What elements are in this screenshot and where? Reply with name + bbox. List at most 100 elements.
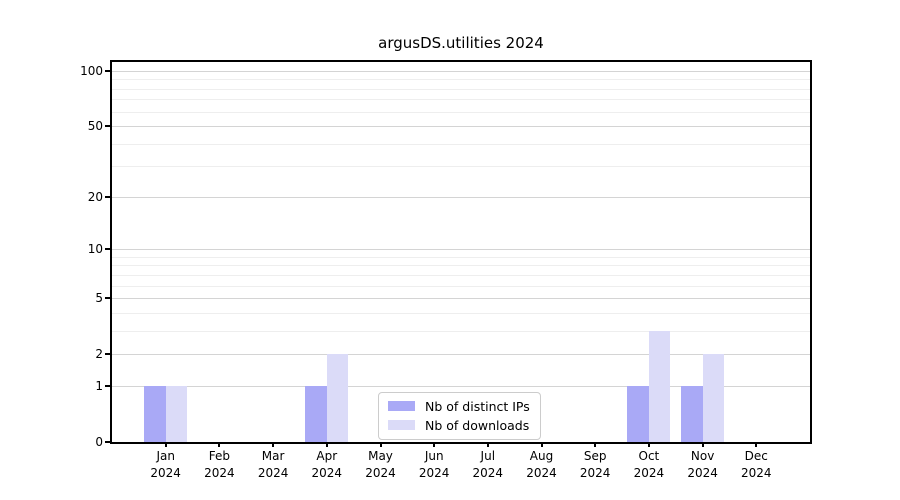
gridline-minor-80 (112, 88, 810, 90)
xtick-year-text: 2024 (311, 466, 343, 480)
ytick-mark-50 (105, 124, 110, 127)
xtick-year-text: 2024 (204, 466, 235, 480)
gridline-minor-8 (112, 265, 810, 267)
xtick-month-text: Sep (583, 449, 607, 463)
gridline-major-5 (112, 298, 810, 299)
xtick-month-text: Nov (690, 449, 715, 463)
gridline-major-50 (112, 125, 810, 127)
gridline-minor-30 (112, 166, 810, 167)
xtick-label-mar: Mar 2024 (243, 448, 303, 482)
gridline-minor-9 (112, 256, 810, 258)
xtick-month-text: Mar (261, 449, 285, 463)
xtick-label-jan: Jan 2024 (136, 448, 196, 482)
xtick-month-text: Aug (529, 449, 554, 463)
legend-swatch-downloads (388, 420, 415, 430)
xtick-month-text: Apr (316, 449, 338, 463)
xtick-month-text: Dec (744, 449, 768, 463)
gridline-minor-6 (112, 285, 810, 287)
ytick-label-20: 20 (87, 190, 103, 205)
xtick-month-text: Jul (480, 449, 496, 463)
xtick-label-sep: Sep 2024 (565, 448, 625, 482)
xtick-mark-mar (272, 442, 275, 447)
gridline-minor-3 (112, 330, 810, 332)
ytick-mark-20 (105, 196, 110, 199)
xtick-mark-jun (433, 442, 436, 447)
xtick-label-apr: Apr 2024 (297, 448, 357, 482)
plot-area (112, 62, 810, 442)
xtick-year-text: 2024 (257, 466, 289, 480)
xtick-label-feb: Feb 2024 (189, 448, 249, 482)
bar-oct-downloads (648, 330, 671, 442)
xtick-month-text: May (368, 449, 393, 463)
legend-label: Nb of distinct IPs (425, 398, 530, 414)
xtick-year-text: 2024 (526, 466, 557, 480)
bar-jan-downloads (165, 386, 188, 442)
xtick-month-text: Jun (424, 449, 444, 463)
legend-label: Nb of downloads (425, 417, 530, 433)
chart-title: argusDS.utilities 2024 (378, 34, 544, 52)
ytick-mark-5 (105, 297, 110, 299)
xtick-year-text: 2024 (150, 466, 181, 480)
bar-apr-downloads (326, 353, 349, 442)
gridline-minor-40 (112, 143, 810, 145)
xtick-mark-dec (755, 442, 758, 447)
xtick-year-text: 2024 (579, 466, 611, 480)
xtick-mark-may (379, 442, 382, 447)
gridline-major-1 (112, 386, 810, 388)
ytick-mark-2 (105, 352, 110, 355)
ytick-mark-0 (105, 441, 110, 443)
gridline-minor-90 (112, 79, 810, 81)
xtick-label-may: May 2024 (351, 448, 411, 482)
xtick-year-text: 2024 (633, 466, 665, 480)
gridline-major-20 (112, 197, 810, 199)
ytick-mark-10 (105, 248, 110, 251)
ytick-label-1: 1 (95, 379, 103, 394)
ytick-mark-100 (105, 70, 110, 72)
bar-nov-downloads (702, 353, 725, 442)
bar-nov-distinct-ips (681, 386, 703, 442)
legend-swatch-distinct-ips (388, 401, 415, 411)
xtick-label-aug: Aug 2024 (512, 448, 572, 482)
ytick-label-50: 50 (87, 118, 103, 133)
xtick-month-text: Jan (156, 449, 175, 463)
xtick-label-jul: Jul 2024 (458, 448, 518, 482)
xtick-label-jun: Jun 2024 (404, 448, 464, 482)
legend: Nb of distinct IPs Nb of downloads (378, 392, 541, 440)
gridline-minor-70 (112, 99, 810, 101)
xtick-mark-aug (540, 442, 543, 447)
xtick-year-text: 2024 (472, 466, 504, 480)
xtick-label-dec: Dec 2024 (726, 448, 786, 482)
gridline-minor-7 (112, 274, 810, 276)
xtick-mark-oct (647, 442, 650, 447)
gridline-minor-4 (112, 312, 810, 314)
xtick-mark-apr (325, 442, 328, 447)
gridline-minor-60 (112, 111, 810, 113)
ytick-mark-1 (105, 385, 110, 388)
xtick-year-text: 2024 (687, 466, 718, 480)
ytick-label-0: 0 (95, 435, 103, 449)
legend-item-distinct-ips: Nb of distinct IPs (388, 398, 530, 414)
gridline-major-10 (112, 249, 810, 251)
xtick-year-text: 2024 (365, 466, 396, 480)
xtick-mark-jan (164, 442, 167, 447)
ytick-label-2: 2 (95, 346, 103, 361)
xtick-mark-jul (486, 442, 489, 447)
xtick-year-text: 2024 (418, 466, 450, 480)
xtick-mark-sep (594, 442, 597, 447)
xtick-mark-nov (701, 442, 704, 447)
bar-apr-distinct-ips (305, 386, 327, 442)
bar-oct-distinct-ips (627, 386, 649, 442)
xtick-month-text: Oct (638, 449, 660, 463)
xtick-year-text: 2024 (741, 466, 772, 480)
xtick-month-text: Feb (208, 449, 231, 463)
ytick-label-100: 100 (80, 64, 103, 78)
bar-jan-distinct-ips (144, 386, 166, 442)
xtick-label-oct: Oct 2024 (619, 448, 679, 482)
gridline-major-100 (112, 71, 810, 72)
ytick-label-5: 5 (95, 291, 103, 305)
gridline-major-2 (112, 353, 810, 355)
ytick-label-10: 10 (87, 242, 103, 257)
legend-item-downloads: Nb of downloads (388, 417, 530, 433)
xtick-label-nov: Nov 2024 (673, 448, 733, 482)
